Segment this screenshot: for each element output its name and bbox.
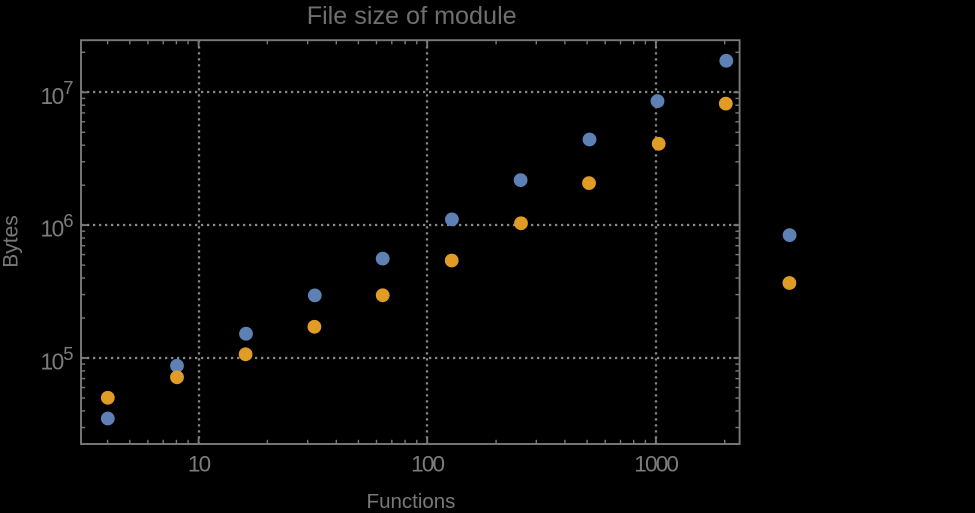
svg-text:10: 10	[188, 452, 211, 477]
svg-text:100: 100	[411, 452, 444, 477]
svg-text:Functions: Functions	[367, 490, 456, 513]
svg-text:10: 10	[41, 349, 64, 375]
svg-text:1000: 1000	[634, 452, 678, 477]
svg-text:6: 6	[63, 210, 73, 231]
svg-text:10: 10	[41, 216, 64, 242]
svg-text:7: 7	[63, 77, 73, 98]
svg-text:5: 5	[63, 343, 73, 364]
svg-text:File size of module: File size of module	[307, 2, 517, 30]
svg-text:Bytes: Bytes	[0, 215, 23, 268]
svg-text:10: 10	[41, 83, 64, 109]
